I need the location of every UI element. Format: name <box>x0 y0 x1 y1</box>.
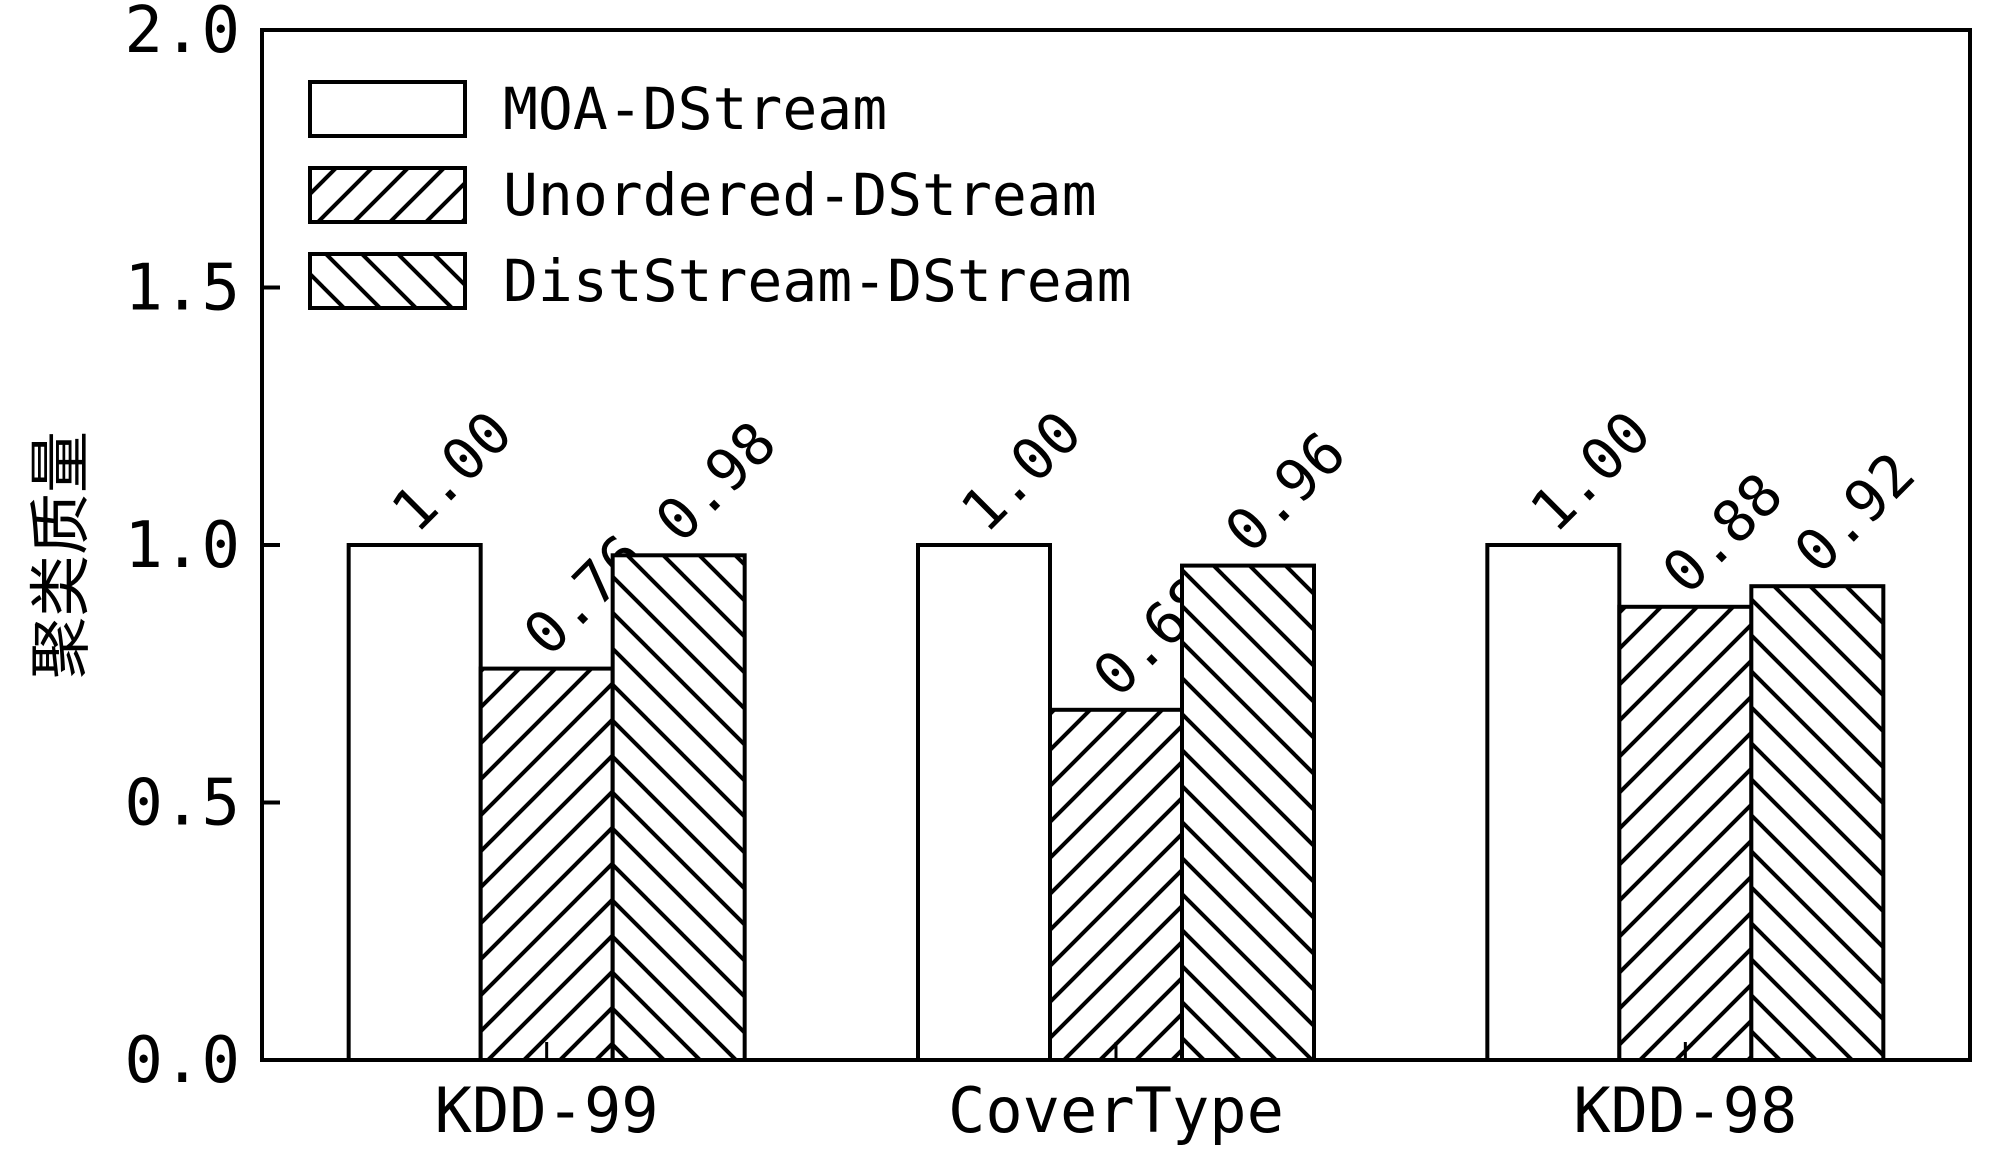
x-tick-label: KDD-99 <box>435 1074 659 1147</box>
data-label: 0.96 <box>1212 419 1359 566</box>
bar-kdd-98-unordered-dstream <box>1617 604 1754 1062</box>
legend-swatch <box>308 166 467 224</box>
bar-covertype-moa-dstream <box>916 543 1052 1062</box>
data-label: 1.00 <box>948 398 1095 545</box>
data-label: 0.98 <box>642 408 789 555</box>
legend-swatch <box>308 80 467 138</box>
bar-kdd-99-diststream-dstream <box>610 553 747 1062</box>
y-axis-label: 聚类质量 <box>24 431 97 679</box>
legend-label: MOA-DStream <box>503 75 887 143</box>
legend-label: DistStream-DStream <box>503 247 1132 315</box>
y-tick-label: 1.5 <box>124 252 240 326</box>
plot-area: 1.000.760.98 1.000.680.96 1.000.880.92 <box>260 28 1972 1062</box>
legend-swatch <box>308 252 467 310</box>
data-label: 0.92 <box>1781 439 1928 586</box>
y-tick-label: 1.0 <box>124 509 240 583</box>
y-axis: 0.0 0.5 1.0 1.5 2.0 <box>124 0 280 1098</box>
data-label: 1.00 <box>1517 398 1664 545</box>
bar-kdd-98-diststream-dstream <box>1749 584 1886 1062</box>
bar-kdd-99-moa-dstream <box>346 543 483 1062</box>
y-tick-label: 0.0 <box>124 1024 240 1098</box>
legend-label: Unordered-DStream <box>503 161 1097 229</box>
x-tick-label: KDD-98 <box>1573 1074 1797 1147</box>
x-tick-label: CoverType <box>948 1074 1284 1147</box>
bar-covertype-diststream-dstream <box>1180 563 1316 1062</box>
bar-kdd-99-unordered-dstream <box>478 666 615 1062</box>
data-label: 1.00 <box>378 398 525 545</box>
y-tick-label: 0.5 <box>124 767 240 841</box>
x-axis: KDD-99 CoverType KDD-98 <box>435 1042 1797 1147</box>
legend: MOA-DStream Unordered-DStream DistStream-D… <box>308 75 1132 315</box>
y-tick-label: 2.0 <box>124 0 240 68</box>
bar-kdd-98-moa-dstream <box>1485 543 1622 1062</box>
bar-covertype-unordered-dstream <box>1048 707 1184 1062</box>
